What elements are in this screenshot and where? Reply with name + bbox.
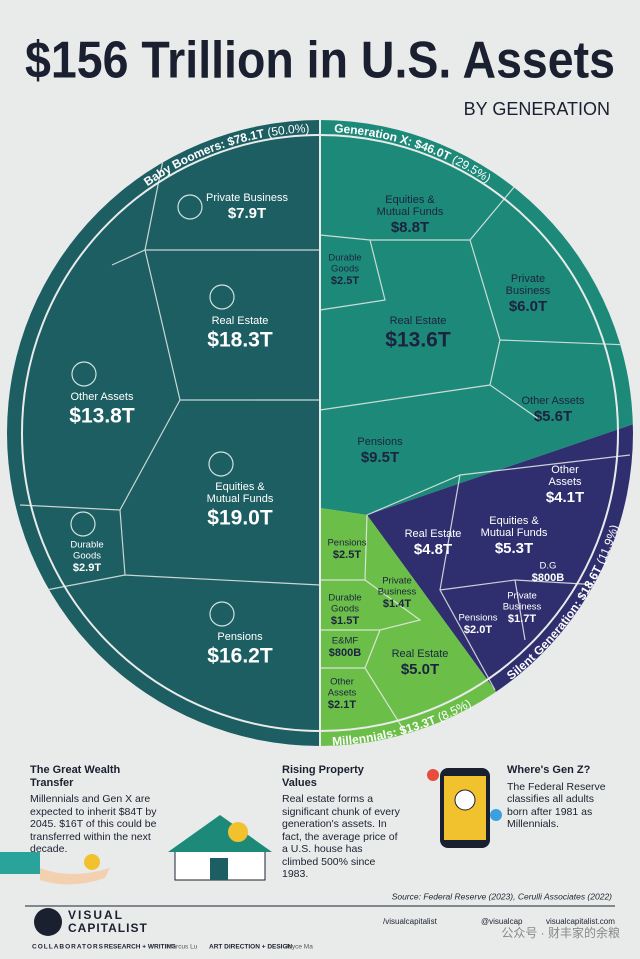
credit-name: Joyce Ma xyxy=(285,944,313,951)
asset-name: Business xyxy=(378,587,417,598)
asset-name: Pensions xyxy=(217,631,263,643)
asset-name: Private xyxy=(511,273,545,285)
asset-name: Real Estate xyxy=(405,528,462,540)
source: Source: Federal Reserve (2023), Cerulli … xyxy=(392,891,612,901)
subtitle: BY GENERATION xyxy=(464,99,610,119)
asset-name: Assets xyxy=(328,688,357,699)
asset-name: Other xyxy=(551,464,579,476)
note: Where's Gen Z? The Federal Reserve classi… xyxy=(507,764,612,831)
collaborators: COLLABORATORS xyxy=(32,944,104,951)
social[interactable]: @visualcap xyxy=(481,917,523,926)
asset-value: $16.2T xyxy=(207,645,273,668)
asset-value: $2.9T xyxy=(73,562,101,574)
note-title: Where's Gen Z? xyxy=(507,764,591,776)
watermark: 公众号 · 财丰家的余粮 xyxy=(501,925,620,940)
asset-name: Private Business xyxy=(206,192,288,204)
logo xyxy=(34,908,62,936)
cell-borders xyxy=(19,149,631,741)
social[interactable]: visualcapitalist.com xyxy=(546,917,615,926)
illustrations xyxy=(0,768,502,885)
asset-name: Goods xyxy=(331,604,359,615)
brand: CAPITALIST xyxy=(68,921,148,935)
asset-value: $13.8T xyxy=(69,405,135,428)
asset-name: Goods xyxy=(331,264,359,275)
asset-name: Business xyxy=(506,285,551,297)
asset-name: Real Estate xyxy=(390,315,447,327)
boomers-region xyxy=(7,120,320,746)
note: Rising Property Values Real estate forms … xyxy=(282,764,400,881)
asset-name: Pensions xyxy=(458,613,497,624)
asset-value: $2.5T xyxy=(333,549,361,561)
note-text: The Federal Reserve classifies all adult… xyxy=(507,780,606,831)
asset-value: $800B xyxy=(532,572,564,584)
credit-role: ART DIRECTION + DESIGN xyxy=(209,944,293,951)
asset-value: $4.8T xyxy=(414,541,452,558)
asset-value: $19.0T xyxy=(207,507,273,530)
note-title: Rising Property Values xyxy=(282,764,364,789)
icons xyxy=(70,194,235,627)
asset-name: Private xyxy=(507,591,537,602)
asset-value: $8.8T xyxy=(391,219,429,236)
asset-name: Pensions xyxy=(327,538,366,549)
asset-name: Private xyxy=(382,576,412,587)
asset-value: $2.0T xyxy=(464,624,492,636)
asset-value: $5.3T xyxy=(495,540,533,557)
asset-name: Durable xyxy=(70,540,103,551)
asset-value: $1.7T xyxy=(508,613,536,625)
note-text: Millennials and Gen X are expected to in… xyxy=(30,793,157,855)
asset-value: $6.0T xyxy=(509,298,547,315)
asset-name: Mutual Funds xyxy=(377,206,444,218)
asset-name: Mutual Funds xyxy=(207,493,274,505)
asset-value: $9.5T xyxy=(361,449,399,466)
credit-name: Marcus Lu xyxy=(167,944,198,951)
note-text: Real estate forms a significant chunk of… xyxy=(282,793,400,880)
asset-value: $18.3T xyxy=(207,329,273,352)
asset-value: $1.5T xyxy=(331,615,359,627)
asset-name: Real Estate xyxy=(392,648,449,660)
asset-value: $7.9T xyxy=(228,205,266,222)
asset-value: $13.6T xyxy=(385,329,451,352)
asset-name: Equities & xyxy=(215,481,265,493)
asset-value: $4.1T xyxy=(546,489,584,506)
note-title: The Great Wealth Transfer xyxy=(30,764,121,789)
asset-name: Other Assets xyxy=(71,391,134,403)
asset-name: Assets xyxy=(548,476,582,488)
asset-name: Equities & xyxy=(385,194,435,206)
asset-value: $1.4T xyxy=(383,598,411,610)
asset-name: Real Estate xyxy=(212,315,269,327)
asset-name: Durable xyxy=(328,593,361,604)
asset-name: Other xyxy=(330,677,354,688)
asset-name: Business xyxy=(503,602,542,613)
brand: VISUAL xyxy=(68,908,124,922)
asset-value: $2.1T xyxy=(328,699,356,711)
asset-name: Other Assets xyxy=(522,395,585,407)
asset-value: $800B xyxy=(329,647,361,659)
asset-name: Equities & xyxy=(489,515,539,527)
asset-value: $5.6T xyxy=(534,408,572,425)
asset-value: $5.0T xyxy=(401,661,439,678)
title: $156 Trillion in U.S. Assets xyxy=(25,32,615,90)
credit-role: RESEARCH + WRITING xyxy=(104,944,176,951)
social[interactable]: /visualcapitalist xyxy=(383,917,438,926)
ring-label-share: (50.0%) xyxy=(266,121,309,139)
asset-name: E&MF xyxy=(332,636,359,647)
asset-name: Goods xyxy=(73,551,101,562)
asset-name: Durable xyxy=(328,253,361,264)
asset-value: $2.5T xyxy=(331,275,359,287)
asset-name: Pensions xyxy=(357,436,403,448)
asset-name: D.G xyxy=(540,561,557,572)
note: The Great Wealth Transfer Millennials and… xyxy=(30,764,165,856)
asset-name: Mutual Funds xyxy=(481,527,548,539)
